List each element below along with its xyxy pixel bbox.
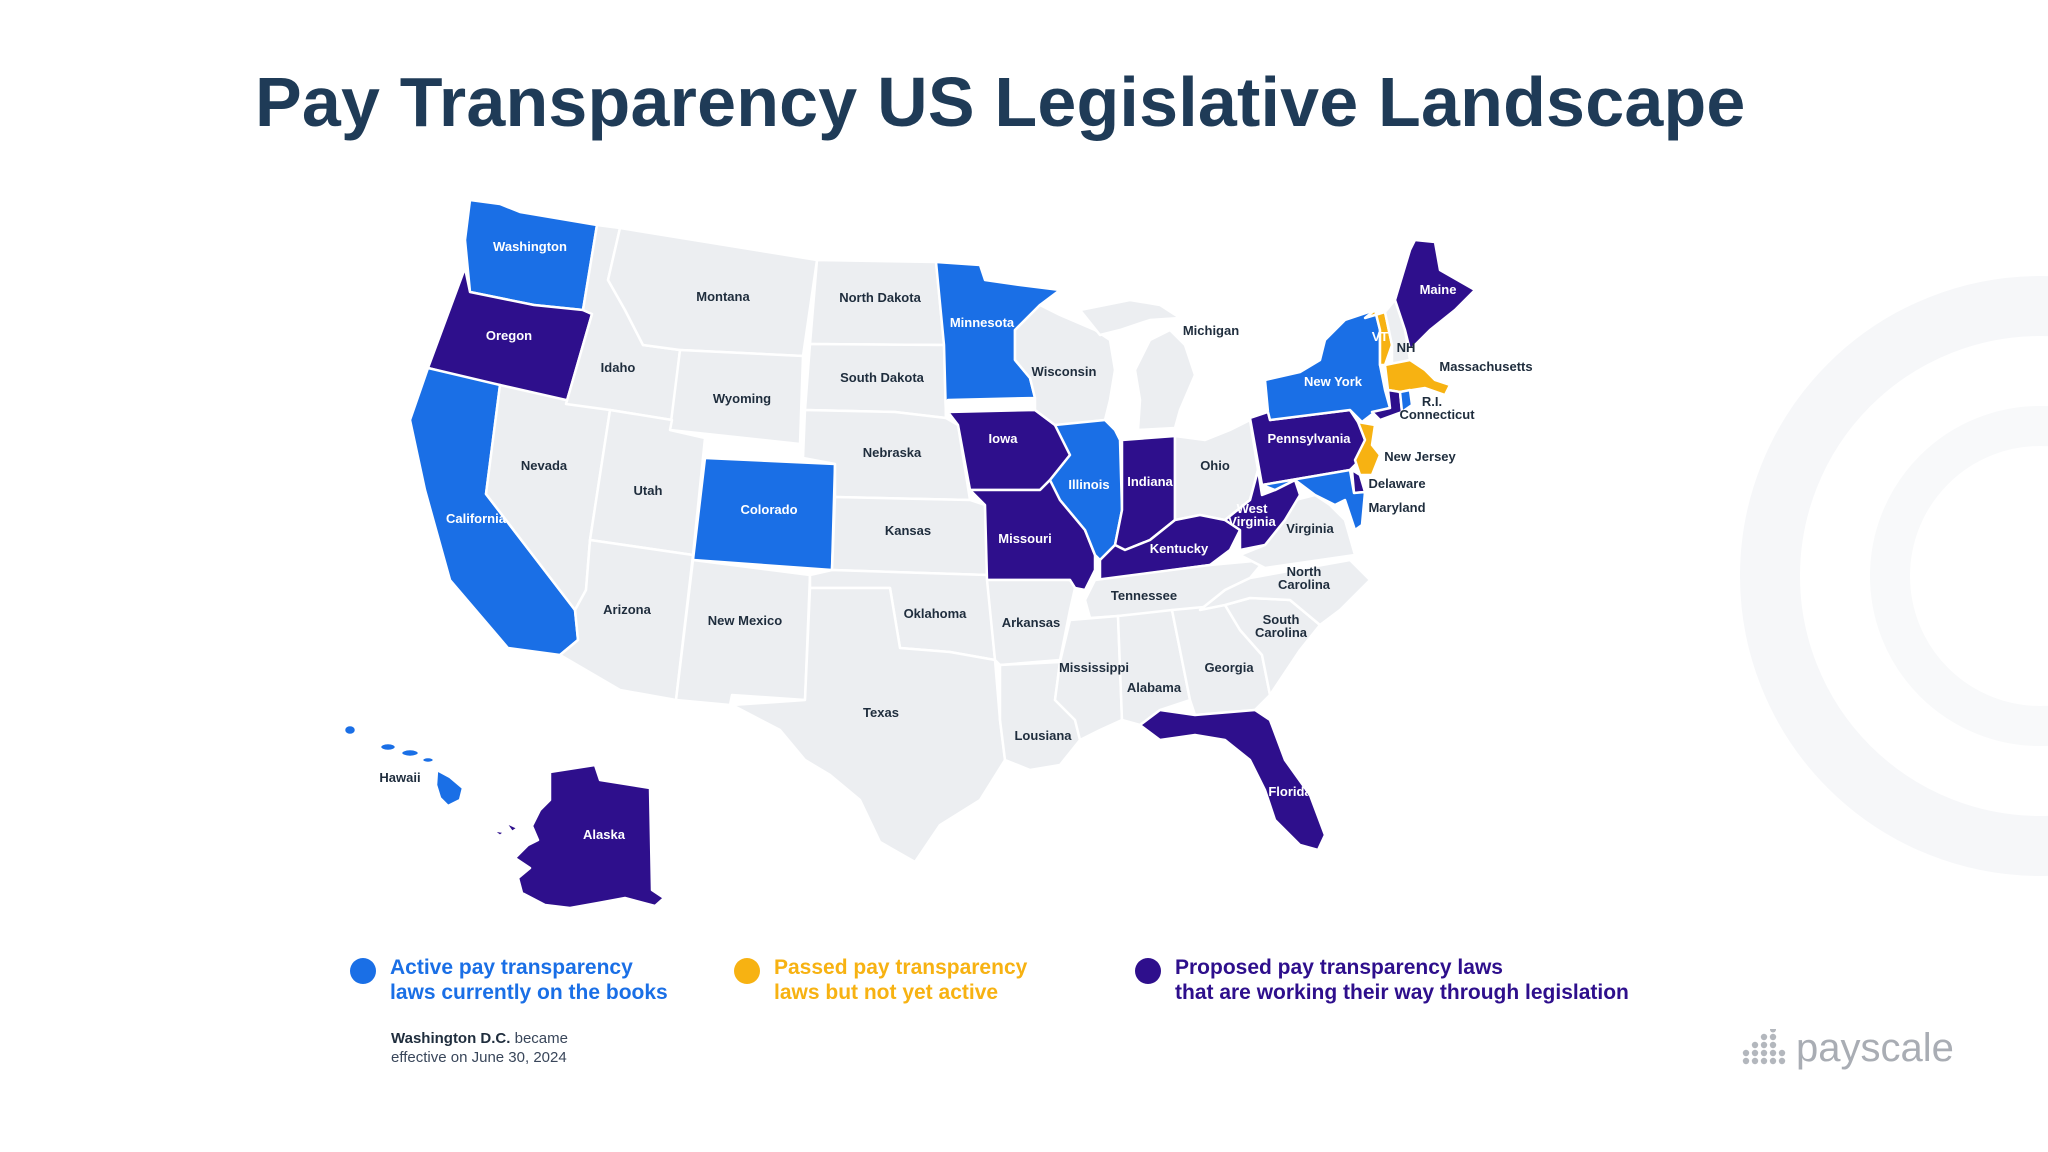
- state-label-colorado: Colorado: [740, 502, 797, 517]
- state-label-new-jersey: New Jersey: [1384, 449, 1456, 464]
- state-label-kentucky: Kentucky: [1150, 541, 1209, 556]
- state-label-kansas: Kansas: [885, 523, 931, 538]
- state-label-new-hampshire: NH: [1397, 340, 1416, 355]
- state-label-arizona: Arizona: [603, 602, 651, 617]
- state-new-york: [1263, 308, 1392, 424]
- legend-active-line1: Active pay transparency: [390, 956, 633, 979]
- state-label-maine: Maine: [1420, 282, 1457, 297]
- state-label-alaska: Alaska: [583, 827, 626, 842]
- legend-swatch-active: [350, 958, 376, 984]
- state-north-carolina: [1198, 558, 1372, 627]
- state-label-washington: Washington: [493, 239, 567, 254]
- state-label-maryland: Maryland: [1368, 500, 1425, 515]
- state-label-new-york: New York: [1304, 374, 1363, 389]
- state-washington: [463, 198, 599, 312]
- state-label-lousiana: Lousiana: [1014, 728, 1072, 743]
- legend-active-line2: laws currently on the books: [390, 981, 668, 1004]
- state-maine: [1393, 238, 1477, 352]
- state-label-montana: Montana: [696, 289, 750, 304]
- state-label-oklahoma: Oklahoma: [904, 606, 968, 621]
- state-label-ohio: Ohio: [1200, 458, 1230, 473]
- state-label-south-carolina: South CarolinaSouth Carolina: [1255, 612, 1308, 640]
- state-new-mexico: [674, 558, 812, 707]
- state-label-vermont: VT: [1372, 329, 1389, 344]
- state-wyoming: [668, 348, 805, 446]
- state-label-idaho: Idaho: [601, 360, 636, 375]
- state-label-arkansas: Arkansas: [1002, 615, 1061, 630]
- state-label-rhode-island: R.I.: [1422, 394, 1442, 409]
- state-label-virginia: Virginia: [1286, 521, 1334, 536]
- state-label-michigan: Michigan: [1183, 323, 1239, 338]
- legend-passed-line2: laws but not yet active: [774, 981, 999, 1004]
- legend-proposed-line1: Proposed pay transparency laws: [1175, 956, 1503, 979]
- state-label-texas: Texas: [863, 705, 899, 720]
- state-label-hawaii: Hawaii: [379, 770, 420, 785]
- state-label-tennessee: Tennessee: [1111, 588, 1177, 603]
- state-label-south-dakota: South Dakota: [840, 370, 925, 385]
- state-rhode-island: [1398, 388, 1414, 414]
- page-title: Pay Transparency US Legislative Landscap…: [255, 63, 1746, 141]
- dc-note-line2: effective on June 30, 2024: [391, 1049, 567, 1066]
- legend-item-proposed: Proposed pay transparency laws that are …: [1135, 955, 1629, 1005]
- state-label-minnesota: Minnesota: [950, 315, 1015, 330]
- state-texas: [730, 586, 1007, 864]
- legend-proposed-line2: that are working their way through legis…: [1175, 981, 1629, 1004]
- brand-name: payscale: [1796, 1026, 1954, 1070]
- state-label-wyoming: Wyoming: [713, 391, 771, 406]
- state-label-new-mexico: New Mexico: [708, 613, 782, 628]
- state-label-california: California: [446, 511, 507, 526]
- state-new-jersey: [1353, 420, 1382, 477]
- state-label-indiana: Indiana: [1127, 474, 1173, 489]
- dc-note: Washington D.C. became effective on June…: [391, 1029, 568, 1067]
- state-hawaii: [342, 723, 465, 808]
- state-label-florida: Florida: [1268, 784, 1312, 799]
- state-label-iowa: Iowa: [989, 431, 1019, 446]
- payscale-logo: payscale: [1742, 1026, 1954, 1071]
- legend-passed-line1: Passed pay transparency: [774, 956, 1028, 979]
- legend-swatch-passed: [734, 958, 760, 984]
- state-label-connecticut: Connecticut: [1399, 407, 1475, 422]
- state-label-georgia: Georgia: [1204, 660, 1254, 675]
- state-label-mississippi: Mississippi: [1059, 660, 1129, 675]
- state-maryland: [1260, 468, 1367, 532]
- state-michigan: [1078, 298, 1197, 432]
- payscale-dots-icon: [1742, 1028, 1786, 1064]
- state-label-oregon: Oregon: [486, 328, 532, 343]
- state-west-virginia: [1223, 468, 1302, 552]
- state-label-nevada: Nevada: [521, 458, 568, 473]
- state-label-delaware: Delaware: [1368, 476, 1425, 491]
- legend-item-active: Active pay transparency laws currently o…: [350, 955, 668, 1005]
- legend-swatch-proposed: [1135, 958, 1161, 984]
- state-arkansas: [985, 578, 1077, 667]
- state-label-missouri: Missouri: [998, 531, 1051, 546]
- state-label-alabama: Alabama: [1127, 680, 1182, 695]
- state-label-illinois: Illinois: [1068, 477, 1109, 492]
- dc-note-rest: became: [510, 1030, 568, 1047]
- dc-note-bold: Washington D.C.: [391, 1030, 511, 1047]
- state-alaska: [490, 763, 666, 910]
- state-label-wisconsin: Wisconsin: [1032, 364, 1097, 379]
- state-label-pennsylvania: Pennsylvania: [1267, 431, 1351, 446]
- legend-item-passed: Passed pay transparency laws but not yet…: [734, 955, 1027, 1005]
- state-florida: [1138, 708, 1327, 852]
- state-label-nebraska: Nebraska: [863, 445, 922, 460]
- state-label-north-dakota: North Dakota: [839, 290, 921, 305]
- state-label-massachusetts: Massachusetts: [1439, 359, 1532, 374]
- state-label-utah: Utah: [634, 483, 663, 498]
